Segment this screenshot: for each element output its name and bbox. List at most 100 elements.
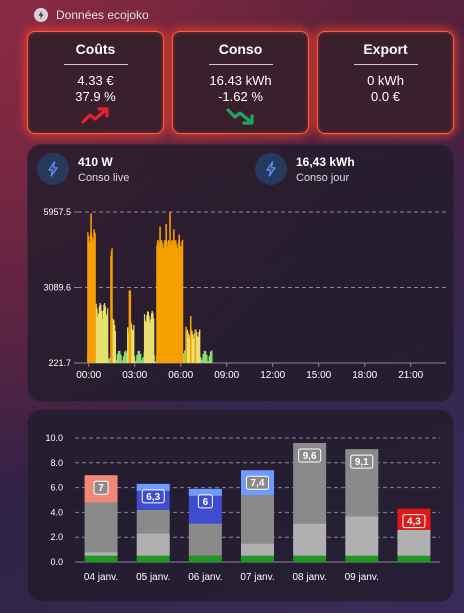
live-power[interactable]: 410 W Conso live [37,153,129,185]
power-bar-yellow [97,316,99,363]
power-bar-green [202,353,204,363]
power-bar-green [184,350,186,363]
daily-bar-segment [136,483,170,491]
card-money: 0.0 € [371,89,400,104]
card-export[interactable]: Export 0 kWh 0.0 € [317,31,454,134]
power-bar-yellow [192,334,194,363]
card-title: Coûts [75,41,116,57]
power-bar-yellow [99,303,101,363]
power-bar-orange [111,247,113,363]
power-bar-green [116,354,119,363]
daily-bar-segment [136,555,170,562]
y-tick-label: 5957.5 [43,207,71,217]
power-bar-green [203,350,206,363]
power-bar-yellow [103,304,105,363]
x-tick-label: 21:00 [398,370,423,381]
daily-total-label: 9,1 [355,457,369,468]
x-tick-label: 07 janv. [240,572,274,583]
daily-total-label: 6,3 [146,492,160,503]
daily-bar-segment [397,555,431,562]
power-bar-yellow [114,324,116,363]
divider [353,64,418,65]
day-consumption-label: Conso jour [296,171,350,184]
divider [208,64,273,65]
daily-bar-segment [84,552,118,556]
section-header: Données ecojoko [34,8,149,22]
power-bar-green [117,350,120,363]
power-bar-green [125,350,127,363]
power-bar-yellow [112,318,114,363]
power-bar-green [120,354,122,363]
card-title: Conso [218,41,263,57]
power-bar-green [182,353,185,363]
power-bar-yellow [97,313,100,363]
power-bar-yellow [131,329,133,363]
power-bar-yellow [145,322,147,363]
card-consumption[interactable]: Conso 16.43 kWh -1.62 % [172,31,309,134]
power-bar-yellow [104,303,106,363]
power-bar-green [119,350,121,363]
power-bar-orange [129,291,132,363]
power-bar-yellow [151,310,153,363]
trend-down-icon [225,108,254,125]
power-spike [169,212,171,363]
power-bar-yellow [148,316,150,363]
daily-total-label: 7,4 [251,478,265,489]
daily-total-badge [298,448,322,463]
daily-total-label: 6 [203,497,209,508]
power-bar-yellow [147,311,149,363]
x-tick-label: 18:00 [352,370,377,381]
daily-bar-segment [241,495,274,544]
power-bar-green [137,351,139,363]
power-bar-yellow [127,332,130,363]
power-bar-yellow [191,330,193,363]
power-bar-yellow [197,336,199,363]
power-bar-yellow [132,330,134,363]
power-bar-green [154,361,157,363]
power-bar-yellow [102,310,104,363]
y-tick-label: 221.7 [48,358,71,368]
x-tick-label: 00:00 [76,370,101,381]
power-bar-green [200,357,202,363]
power-bar-yellow [189,334,191,363]
power-bar-yellow [113,320,115,363]
card-value: 0 kWh [367,73,404,88]
card-costs[interactable]: Coûts 4.33 € 37.9 % [27,31,164,134]
daily-total-label: 9,6 [303,451,317,462]
daily-bar-segment [241,543,274,556]
power-bar-green [115,359,117,363]
power-bar-orange [181,239,184,363]
y-tick-label: 2.0 [50,532,63,542]
power-bar-yellow [193,333,195,363]
power-bar-yellow [199,329,201,363]
power-bar-green [209,351,212,363]
power-bar-yellow [146,315,148,363]
y-tick-label: 0.0 [50,557,63,567]
daily-total-badge [197,494,213,509]
power-bar-yellow [127,327,129,363]
x-tick-label: 04 janv. [84,572,118,583]
power-bar-green [109,357,111,363]
daily-bar-segment [345,555,379,562]
power-spike [178,234,181,363]
power-bar-yellow [98,306,100,363]
power-bar-yellow [149,323,151,363]
x-tick-label: 09:00 [214,370,239,381]
power-bar-green [211,350,213,363]
y-tick-label: 10.0 [45,433,63,443]
power-bar-yellow [133,325,135,363]
trend-up-icon [80,107,109,124]
x-tick-label: 15:00 [306,370,331,381]
power-bar-yellow [153,318,155,363]
daily-bar-segment [293,555,327,562]
y-tick-label: 8.0 [50,458,63,468]
power-bar-green [204,351,207,363]
live-power-label: Conso live [78,171,130,184]
power-bar-orange [94,233,96,363]
power-bar-green [136,354,138,363]
power-bar-yellow [188,338,190,363]
power-bar-green [121,360,123,363]
x-tick-label: 06:00 [168,370,193,381]
day-consumption[interactable]: 16,43 kWh Conso jour [255,153,355,185]
section-title: Données ecojoko [56,8,149,22]
